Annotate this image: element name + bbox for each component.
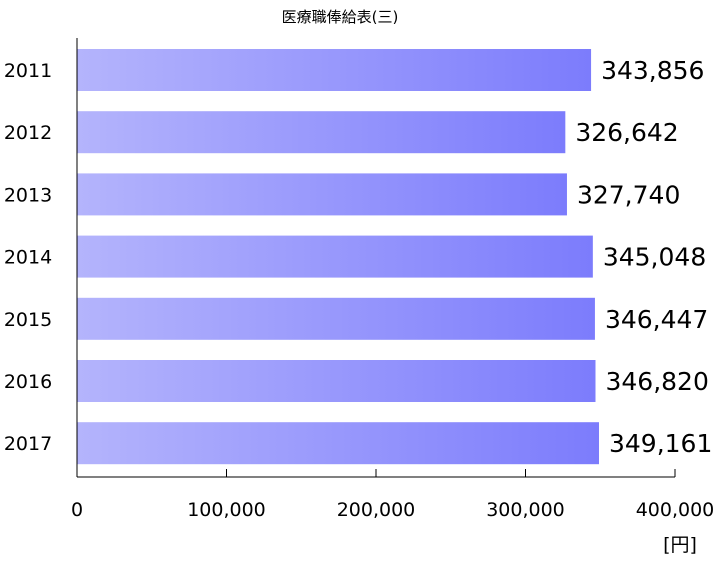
category-label-2015: 2015 — [4, 309, 52, 331]
chart-title: 医療職俸給表(三) — [282, 8, 399, 26]
bar-2016 — [77, 360, 596, 402]
value-label-2016: 346,820 — [605, 367, 708, 396]
value-label-2014: 345,048 — [603, 243, 706, 272]
x-tick-label-0: 0 — [71, 499, 83, 521]
bar-2017 — [77, 422, 599, 465]
unit-label: [円] — [663, 534, 697, 556]
bar-2015 — [77, 297, 595, 340]
value-label-2011: 343,856 — [601, 56, 704, 85]
x-tick-label-3: 300,000 — [486, 499, 565, 521]
value-label-2013: 327,740 — [577, 180, 680, 209]
category-label-2012: 2012 — [4, 122, 52, 144]
bar-2012 — [77, 111, 566, 154]
category-label-2013: 2013 — [4, 184, 52, 206]
category-label-2011: 2011 — [4, 60, 52, 82]
x-tick-label-1: 100,000 — [187, 499, 266, 521]
axis-layer: 2011 343,856 2012 326,642 2013 327,740 2014 345… — [4, 38, 714, 521]
value-label-2015: 346,447 — [605, 305, 708, 334]
x-tick-label-4: 400,000 — [636, 499, 715, 521]
bar-2011 — [77, 49, 592, 91]
value-label-2017: 349,161 — [609, 429, 712, 458]
category-label-2014: 2014 — [4, 247, 52, 269]
bar-2013 — [77, 173, 567, 216]
bar-2014 — [77, 235, 593, 278]
bars-layer — [77, 49, 599, 465]
value-label-2012: 326,642 — [575, 118, 678, 147]
category-label-2017: 2017 — [4, 433, 52, 455]
category-label-2016: 2016 — [4, 371, 52, 393]
x-tick-label-2: 200,000 — [337, 499, 416, 521]
